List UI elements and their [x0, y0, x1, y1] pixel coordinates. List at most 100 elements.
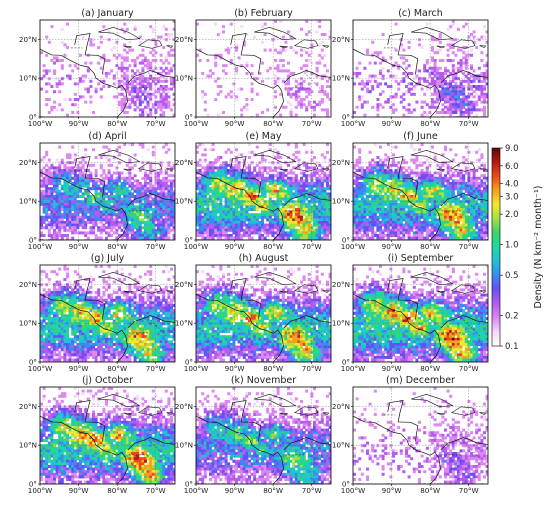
y-tick-label: 0°: [342, 236, 350, 245]
y-tick-label: 0°: [29, 480, 37, 489]
density-field: [353, 387, 488, 484]
x-tick-label: 90°W: [225, 364, 245, 373]
x-tick-label: 90°W: [69, 364, 89, 373]
coastline: [196, 272, 331, 362]
colorbar-tick-label: 6.0: [505, 162, 519, 172]
x-tick-label: 100°W: [28, 364, 52, 373]
x-tick-label: 100°W: [341, 364, 365, 373]
panel-6: (f) June 100°W 90°W 80°W 70°W 0° 10°N 20°N: [332, 131, 489, 251]
y-tick-label: 0°: [29, 236, 37, 245]
colorbar-label: Density (N km⁻² month⁻¹): [533, 186, 544, 309]
x-tick-label: 80°W: [420, 242, 440, 251]
y-tick-label: 0°: [185, 113, 193, 122]
y-tick-label: 20°N: [19, 158, 37, 167]
y-tick-label: 10°N: [175, 74, 193, 83]
panel-title: (h) August: [239, 253, 289, 264]
panel-title: (m) December: [386, 375, 455, 386]
panel-frame: [39, 19, 176, 118]
x-tick-label: 70°W: [302, 242, 322, 251]
colorbar-tick-label: 4.0: [505, 180, 519, 190]
y-tick-label: 20°N: [332, 158, 350, 167]
x-tick-label: 100°W: [341, 486, 365, 495]
y-tick-label: 10°N: [332, 74, 350, 83]
x-tick-label: 90°W: [69, 242, 89, 251]
y-tick-label: 0°: [29, 358, 37, 367]
panel-frame: [39, 386, 176, 485]
x-tick-label: 70°W: [146, 242, 166, 251]
coastline: [40, 272, 175, 362]
x-tick-label: 80°W: [263, 364, 283, 373]
y-tick-label: 10°N: [19, 197, 37, 206]
colorbar-tick-label: 3.0: [505, 192, 519, 202]
panel-frame: [352, 19, 489, 118]
x-tick-label: 80°W: [420, 486, 440, 495]
panel-11: (k) November 100°W 90°W 80°W 70°W 0° 10°N 20°N: [175, 375, 332, 495]
coastline: [353, 150, 488, 240]
coastline: [40, 394, 175, 484]
coastline: [196, 394, 331, 484]
y-tick-label: 0°: [342, 113, 350, 122]
x-tick-label: 90°W: [382, 242, 402, 251]
x-tick-label: 90°W: [382, 364, 402, 373]
panel-title: (f) June: [403, 131, 438, 142]
x-tick-label: 80°W: [263, 242, 283, 251]
y-tick-label: 20°N: [175, 35, 193, 44]
coastline: [353, 394, 488, 484]
x-tick-label: 90°W: [225, 119, 245, 128]
x-tick-label: 80°W: [420, 119, 440, 128]
x-tick-label: 90°W: [225, 242, 245, 251]
y-tick-label: 10°N: [19, 319, 37, 328]
colorbar-tick-label: 9.0: [505, 144, 519, 154]
y-tick-label: 20°N: [332, 280, 350, 289]
colorbar-tick-label: 2.0: [505, 210, 519, 220]
panel-7: (g) July 100°W 90°W 80°W 70°W 0° 10°N 20°N: [19, 253, 176, 373]
panel-1: (a) January 100°W 90°W 80°W 70°W 0° 10°N 20°N: [19, 8, 176, 128]
x-tick-label: 70°W: [459, 364, 479, 373]
colorbar-tick-label: 0.5: [505, 271, 519, 281]
colorbar-gradient: [491, 147, 501, 347]
coastline: [353, 27, 488, 117]
x-tick-label: 100°W: [28, 242, 52, 251]
y-tick-label: 10°N: [332, 319, 350, 328]
panel-frame: [195, 264, 332, 363]
panel-frame: [352, 142, 489, 241]
coastline: [196, 27, 331, 117]
x-tick-label: 70°W: [302, 119, 322, 128]
x-tick-label: 80°W: [107, 364, 127, 373]
density-field: [40, 265, 175, 362]
panel-frame: [195, 386, 332, 485]
colorbar: 9.0 6.0 4.0 3.0 2.0 1.0 0.5 0.2 0.1 Density (N km…: [491, 144, 544, 352]
density-field: [40, 387, 175, 484]
density-field: [196, 265, 331, 362]
x-tick-label: 100°W: [28, 119, 52, 128]
x-tick-label: 70°W: [146, 364, 166, 373]
y-tick-label: 0°: [342, 480, 350, 489]
x-tick-label: 90°W: [382, 119, 402, 128]
x-tick-label: 100°W: [184, 364, 208, 373]
panel-5: (e) May 100°W 90°W 80°W 70°W 0° 10°N 20°N: [175, 131, 332, 251]
panel-4: (d) April 100°W 90°W 80°W 70°W 0° 10°N 20°N: [19, 131, 176, 251]
panel-9: (i) September 100°W 90°W 80°W 70°W 0° 10°N 20°N: [332, 253, 489, 373]
y-tick-label: 10°N: [175, 197, 193, 206]
x-tick-label: 100°W: [184, 119, 208, 128]
y-tick-label: 20°N: [19, 35, 37, 44]
coastline: [196, 150, 331, 240]
colorbar-tick-label: 0.2: [505, 312, 519, 322]
density-field: [353, 143, 488, 240]
x-tick-label: 100°W: [341, 242, 365, 251]
y-tick-label: 20°N: [175, 158, 193, 167]
panel-title: (c) March: [398, 8, 443, 19]
panel-title: (d) April: [88, 131, 126, 142]
x-tick-label: 90°W: [69, 119, 89, 128]
panel-title: (b) February: [234, 8, 293, 19]
panel-2: (b) February 100°W 90°W 80°W 70°W 0° 10°N 20°N: [175, 8, 332, 128]
panel-frame: [352, 386, 489, 485]
y-tick-label: 10°N: [175, 441, 193, 450]
y-tick-label: 20°N: [19, 402, 37, 411]
y-tick-label: 20°N: [175, 280, 193, 289]
coastline: [353, 272, 488, 362]
panel-title: (g) July: [91, 253, 125, 264]
coastline: [40, 150, 175, 240]
y-tick-label: 10°N: [332, 441, 350, 450]
x-tick-label: 70°W: [146, 486, 166, 495]
